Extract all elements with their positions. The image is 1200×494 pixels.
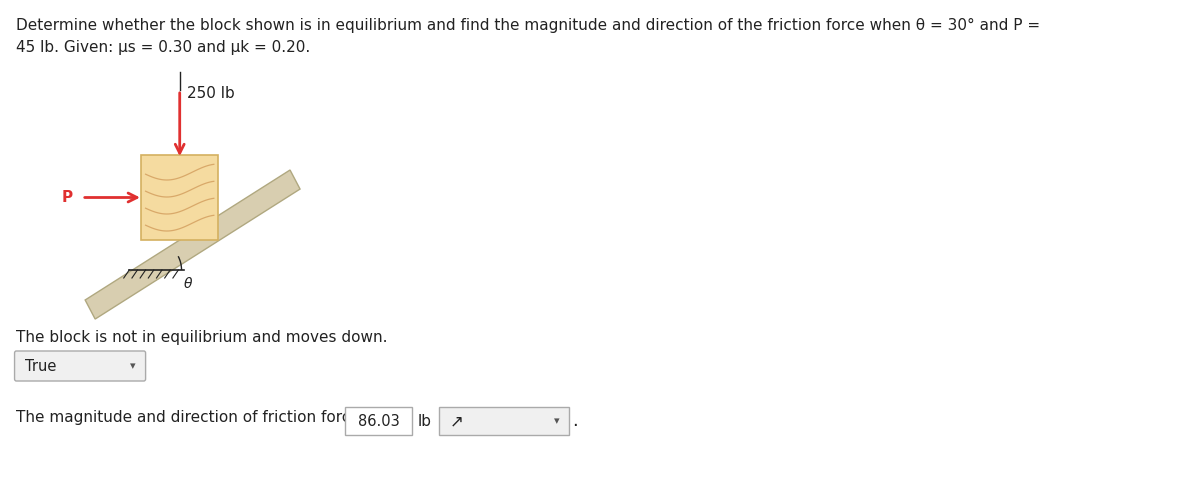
Text: 86.03: 86.03 [358, 413, 400, 428]
FancyBboxPatch shape [439, 407, 569, 435]
Text: 45 lb. Given: μs = 0.30 and μk = 0.20.: 45 lb. Given: μs = 0.30 and μk = 0.20. [17, 40, 311, 55]
FancyBboxPatch shape [344, 407, 413, 435]
Text: 250 lb: 250 lb [187, 86, 235, 101]
Text: The block is not in equilibrium and moves down.: The block is not in equilibrium and move… [17, 330, 388, 345]
Text: P: P [61, 190, 73, 205]
Text: lb: lb [418, 413, 432, 428]
Text: ↗: ↗ [450, 412, 463, 430]
Bar [142, 155, 218, 240]
FancyBboxPatch shape [14, 351, 145, 381]
Text: True: True [25, 359, 56, 373]
Text: Determine whether the block shown is in equilibrium and find the magnitude and d: Determine whether the block shown is in … [17, 18, 1040, 33]
Text: θ: θ [184, 277, 192, 291]
Text: .: . [572, 412, 578, 430]
Text: ▾: ▾ [130, 361, 136, 371]
Text: The magnitude and direction of friction force is: The magnitude and direction of friction … [17, 410, 377, 425]
Polygon shape [85, 170, 300, 319]
Text: ▾: ▾ [554, 416, 559, 426]
